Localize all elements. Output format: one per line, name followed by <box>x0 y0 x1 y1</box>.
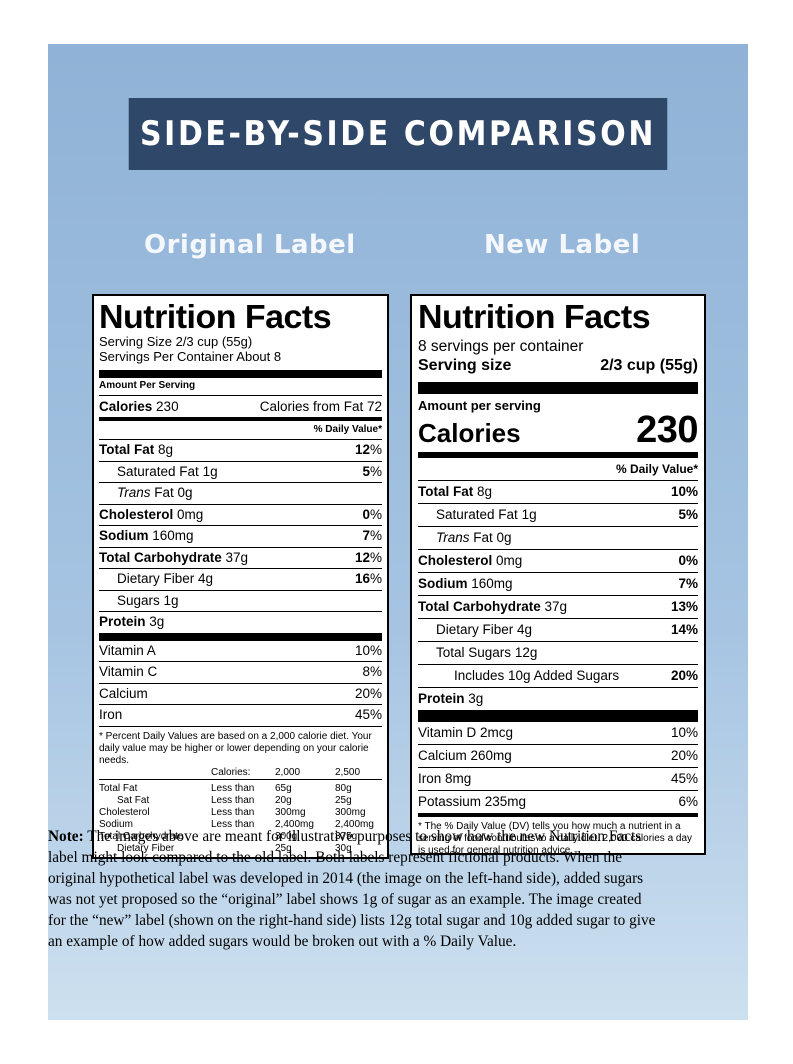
vitamin-row: Calcium 20% <box>99 682 382 705</box>
nutrient-row: Dietary Fiber 4g 14% <box>418 618 698 641</box>
vitamin-row: Vitamin D 2mcg 10% <box>418 725 698 740</box>
nutrient-row: Trans Fat 0g <box>418 526 698 549</box>
nutrient-row: Total Carbohydrate 37g 13% <box>418 595 698 618</box>
note-paragraph: Note: The images above are meant for ill… <box>48 826 658 952</box>
nutrient-row: Total Sugars 12g <box>418 641 698 664</box>
daily-values-table: Calories: 2,000 2,500 Total Fat Less than 65… <box>99 767 382 855</box>
vitamin-row: Calcium 260mg 20% <box>418 744 698 767</box>
nutrient-row: Total Carbohydrate 37g 12% <box>99 546 382 569</box>
footnote: * The % Daily Value (DV) tells you how m… <box>418 821 693 856</box>
nutrient-row: Dietary Fiber 4g 16% <box>99 568 382 590</box>
nutrient-row: Sugars 1g <box>99 589 382 612</box>
servings-per-container: 8 servings per container <box>418 338 584 355</box>
nutrient-row: Protein 3g <box>99 611 382 633</box>
nutrient-row: Cholesterol 0mg 0% <box>99 503 382 526</box>
nutrient-row: Saturated Fat 1g 5% <box>418 503 698 526</box>
note-text: The images above are meant for illustrat… <box>48 828 656 950</box>
original-nutrition-label: Nutrition Facts Serving Size 2/3 cup (55… <box>92 294 389 859</box>
vitamin-row: Vitamin C 8% <box>99 661 382 683</box>
vitamin-row: Iron 45% <box>99 704 382 726</box>
new-nutrition-label: Nutrition Facts 8 servings per container… <box>410 294 706 856</box>
nutrient-row: Total Fat 8g 10% <box>418 480 698 503</box>
daily-value-header: % Daily Value* <box>313 424 382 435</box>
page-title: SIDE-BY-SIDE COMPARISON <box>128 98 668 170</box>
footnote: * Percent Daily Values are based on a 2,… <box>99 730 372 766</box>
calories-row: Calories 230 Calories from Fat 72 <box>99 395 382 417</box>
nutrient-row: Protein 3g <box>418 687 698 710</box>
original-label-heading: Original Label <box>144 230 356 260</box>
label-title: Nutrition Facts <box>418 298 651 335</box>
new-label-heading: New Label <box>484 230 641 260</box>
nutrient-row: Saturated Fat 1g 5% <box>99 460 382 483</box>
nutrient-row: Includes 10g Added Sugars 20% <box>418 664 698 687</box>
nutrient-row: Trans Fat 0g <box>99 482 382 504</box>
nutrient-row: Total Fat 8g 12% <box>99 439 382 461</box>
serving-size: Serving Size 2/3 cup (55g) <box>99 334 253 349</box>
servings-per-container: Servings Per Container About 8 <box>99 349 282 364</box>
serving-size-row: Serving size 2/3 cup (55g) <box>418 357 698 374</box>
daily-value-header: % Daily Value* <box>615 462 698 476</box>
amount-per-serving: Amount per serving <box>418 398 541 413</box>
nutrient-row: Sodium 160mg 7% <box>418 572 698 595</box>
vitamin-row: Iron 8mg 45% <box>418 767 698 790</box>
calories-row: Calories 230 <box>418 409 698 451</box>
vitamin-row: Potassium 235mg 6% <box>418 790 698 813</box>
nutrient-row: Cholesterol 0mg 0% <box>418 549 698 572</box>
amount-per-serving: Amount Per Serving <box>99 380 196 391</box>
vitamin-row: Vitamin A 10% <box>99 642 382 658</box>
note-label: Note: <box>48 828 84 845</box>
label-title: Nutrition Facts <box>99 298 332 335</box>
comparison-panel: SIDE-BY-SIDE COMPARISON Original Label N… <box>48 44 748 1020</box>
nutrient-row: Sodium 160mg 7% <box>99 525 382 547</box>
